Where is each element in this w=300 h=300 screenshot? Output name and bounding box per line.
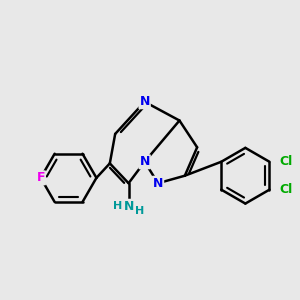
Text: N: N <box>140 95 150 108</box>
Text: H: H <box>135 206 144 215</box>
Text: N: N <box>153 177 163 190</box>
Text: Cl: Cl <box>279 183 292 196</box>
Text: Cl: Cl <box>279 155 292 168</box>
Text: N: N <box>140 155 150 168</box>
Text: N: N <box>123 200 134 213</box>
Text: H: H <box>113 201 122 211</box>
Text: F: F <box>37 171 45 184</box>
